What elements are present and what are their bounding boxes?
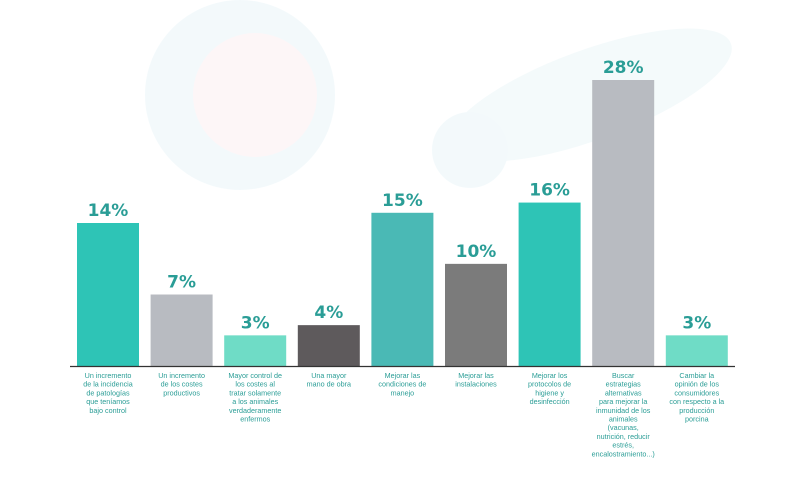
- bar-value-label: 14%: [88, 201, 129, 221]
- category-label: Mejorar los protocolos de higiene y desinfe…: [528, 371, 571, 406]
- bar-2: [150, 294, 213, 366]
- bar-value-label: 15%: [382, 191, 423, 211]
- bar-6: [445, 263, 507, 366]
- bar-1: [77, 223, 139, 366]
- bar-value-label: 16%: [529, 181, 570, 201]
- category-label: Un incremento de la incidencia de patologí…: [83, 371, 133, 415]
- bar-value-label: 4%: [314, 303, 343, 323]
- bar-7: [518, 202, 581, 366]
- category-label: Mejorar las condiciones de manejo: [378, 371, 426, 397]
- bar-value-label: 3%: [682, 313, 711, 333]
- bar-8: [592, 80, 655, 366]
- bar-value-label: 28%: [603, 58, 644, 78]
- bar-9: [665, 335, 728, 366]
- bar-value-label: 7%: [167, 273, 196, 293]
- bar-5: [371, 212, 434, 366]
- background-illustration: [145, 0, 732, 190]
- category-label: Una mayor mano de obra: [307, 371, 351, 389]
- category-label: Cambiar la opinión de los consumidores con …: [669, 371, 724, 424]
- category-label: Mayor control de los costes al tratar sola…: [228, 371, 282, 424]
- category-label: Buscar estrategias alternativas para mejora…: [592, 371, 655, 458]
- category-label: Un incremento de los costes productivos: [158, 371, 205, 397]
- bar-3: [224, 335, 287, 366]
- bar-value-label: 3%: [241, 313, 270, 333]
- bar-4: [297, 325, 360, 366]
- bar-value-label: 10%: [456, 242, 497, 262]
- category-label: Mejorar las instalaciones: [455, 371, 497, 389]
